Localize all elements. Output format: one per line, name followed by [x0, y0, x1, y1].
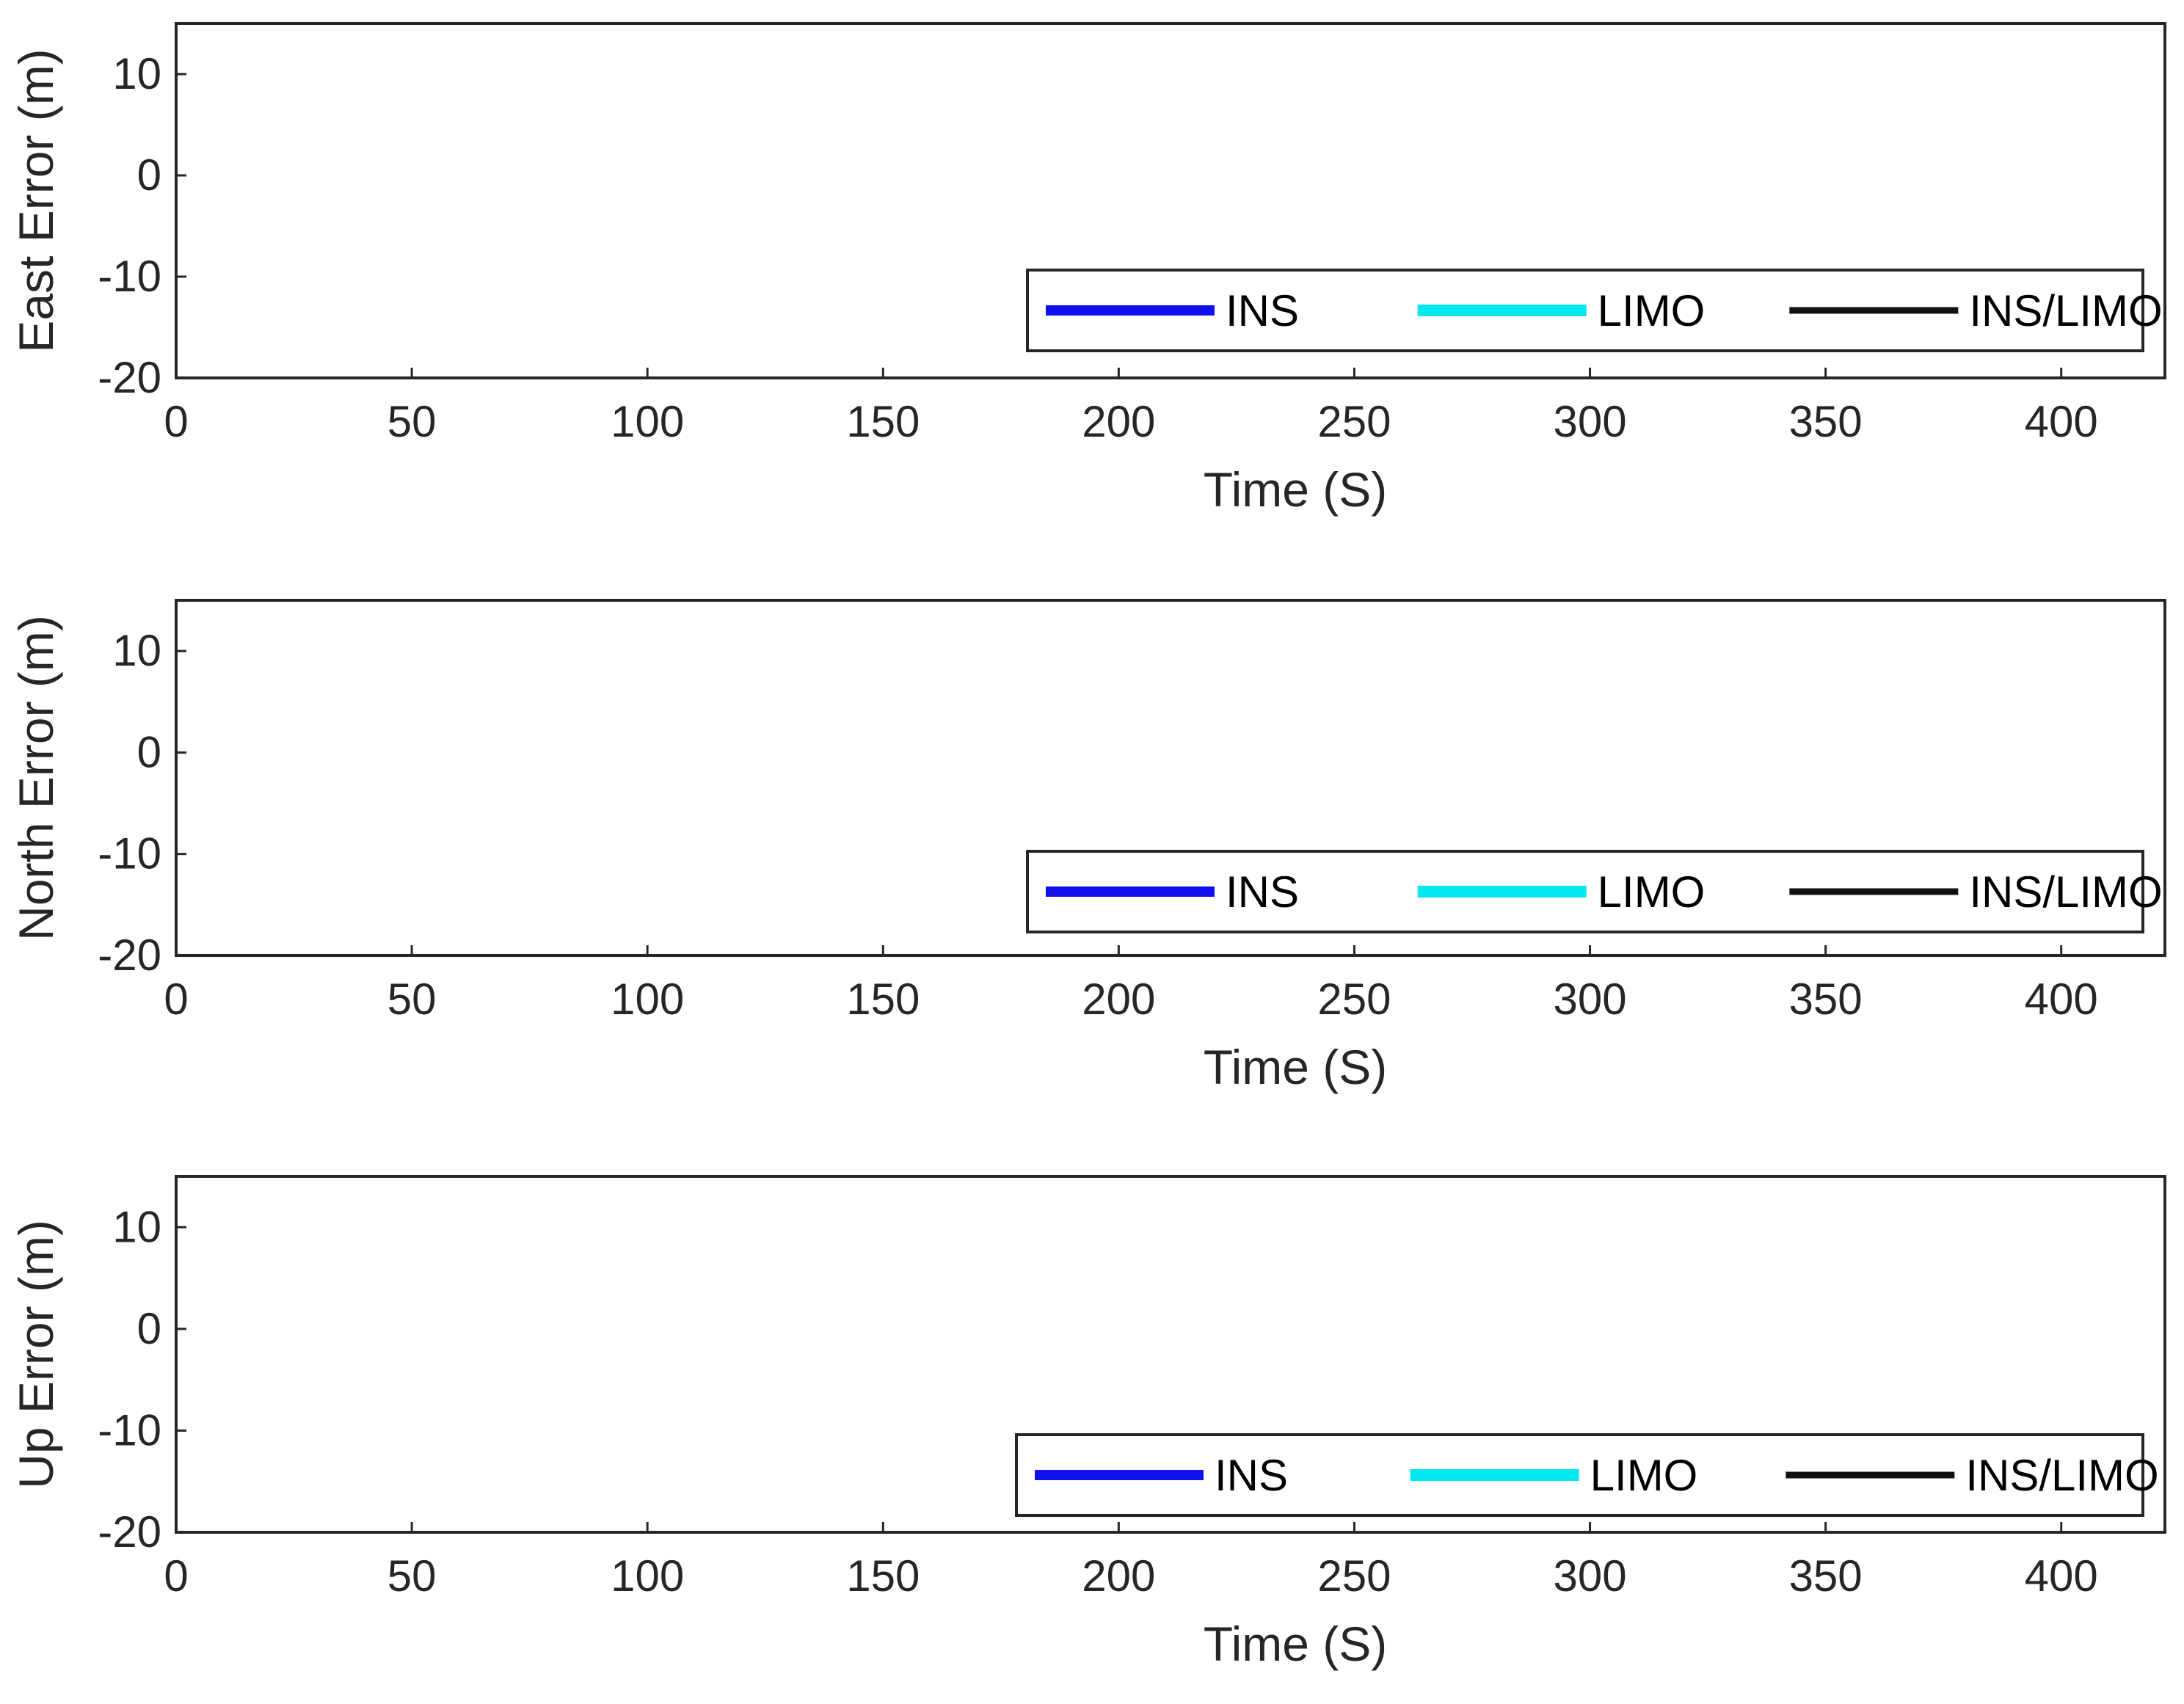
y-tick-label: -20 [98, 1507, 161, 1556]
x-tick-label: 250 [1317, 397, 1391, 446]
x-tick-label: 250 [1317, 1551, 1391, 1601]
x-axis-label: Time (S) [1204, 1040, 1388, 1094]
legend: INS LIMO INS/LIMO [1015, 1433, 2159, 1517]
legend-label-ins-limo: INS/LIMO [1969, 286, 2162, 335]
legend-box [1015, 1433, 2144, 1517]
x-tick-label: 250 [1317, 975, 1391, 1024]
y-tick-label: -10 [98, 1405, 161, 1454]
y-tick-label: -10 [98, 252, 161, 301]
x-tick-label: 0 [164, 1551, 188, 1601]
x-tick-label: 350 [1789, 975, 1863, 1024]
y-tick-label: -20 [98, 931, 161, 980]
y-tick-label: 10 [112, 49, 161, 98]
legend-label-ins-limo: INS/LIMO [1969, 867, 2162, 917]
x-tick-label: 350 [1789, 1551, 1863, 1601]
y-tick-label: 10 [112, 626, 161, 675]
y-tick-label: -10 [98, 829, 161, 878]
legend-label-limo: LIMO [1590, 1451, 1698, 1500]
legend: INS LIMO INS/LIMO [1026, 850, 2163, 933]
x-tick-label: 400 [2025, 1551, 2098, 1601]
x-tick-label: 50 [387, 397, 437, 446]
x-tick-label: 0 [164, 397, 188, 446]
x-tick-label: 0 [164, 975, 188, 1024]
x-tick-label: 100 [611, 975, 684, 1024]
x-tick-label: 100 [611, 397, 684, 446]
y-tick-label: 0 [137, 727, 161, 776]
x-tick-label: 150 [846, 397, 920, 446]
y-axis-label: Up Error (m) [9, 1220, 63, 1489]
x-tick-label: 350 [1789, 397, 1863, 446]
x-tick-label: 200 [1082, 975, 1155, 1024]
x-tick-label: 400 [2025, 397, 2098, 446]
x-tick-label: 100 [611, 1551, 684, 1601]
x-axis-label: Time (S) [1204, 1617, 1388, 1671]
x-tick-label: 300 [1553, 975, 1626, 1024]
y-tick-label: 0 [137, 150, 161, 200]
legend-label-limo: LIMO [1598, 286, 1706, 335]
y-tick-label: 0 [137, 1304, 161, 1353]
legend-label-ins: INS [1226, 286, 1299, 335]
legend-label-ins-limo: INS/LIMO [1965, 1451, 2158, 1500]
x-tick-label: 150 [846, 975, 920, 1024]
y-tick-label: 10 [112, 1202, 161, 1251]
x-tick-label: 300 [1553, 397, 1626, 446]
y-axis-label: North Error (m) [9, 615, 63, 941]
legend-label-limo: LIMO [1598, 867, 1706, 917]
legend: INS LIMO INS/LIMO [1026, 269, 2163, 352]
y-axis-label: East Error (m) [9, 48, 63, 352]
y-tick-label: -20 [98, 353, 161, 402]
x-axis-label: Time (S) [1204, 462, 1388, 517]
x-tick-label: 50 [387, 1551, 437, 1601]
x-tick-label: 300 [1553, 1551, 1626, 1601]
x-tick-label: 50 [387, 975, 437, 1024]
legend-label-ins: INS [1226, 867, 1299, 917]
x-tick-label: 150 [846, 1551, 920, 1601]
x-tick-label: 200 [1082, 1551, 1155, 1601]
x-tick-label: 200 [1082, 397, 1155, 446]
x-tick-label: 400 [2025, 975, 2098, 1024]
legend-label-ins: INS [1215, 1451, 1288, 1500]
